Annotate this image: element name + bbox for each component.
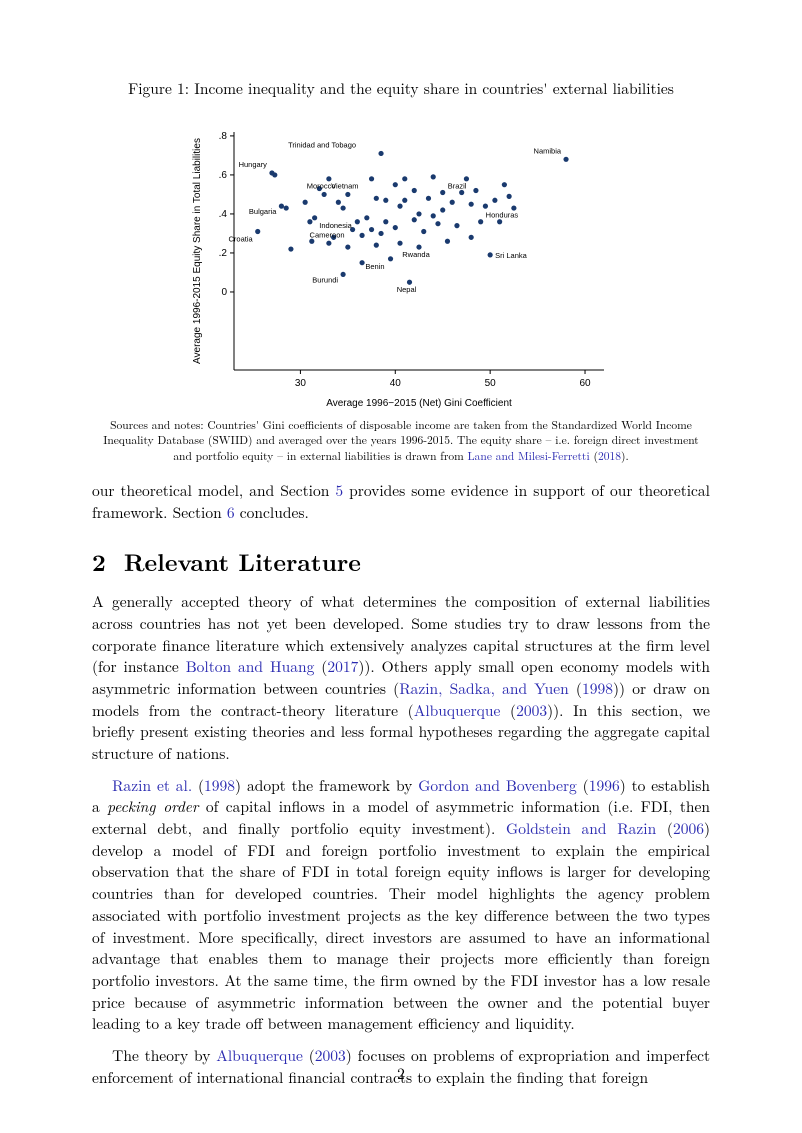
cite-lane-milesi-year[interactable]: 2018: [598, 448, 621, 464]
svg-text:0: 0: [221, 287, 227, 298]
figure-sources-notes: Sources and notes: Countries' Gini coeff…: [100, 418, 702, 465]
cite-bolton-huang[interactable]: Bolton and Huang: [186, 656, 315, 677]
cite-bolton-huang-year[interactable]: 2017: [327, 656, 358, 677]
svg-text:Trinidad and Tobago: Trinidad and Tobago: [288, 140, 356, 149]
cite-razin-sadka-yuen[interactable]: Razin, Sadka, and Yuen: [399, 678, 569, 699]
cite-razin-sadka-yuen-year[interactable]: 1998: [582, 678, 613, 699]
svg-text:40: 40: [390, 378, 402, 389]
lead-paragraph: our theoretical model, and Section 5 pro…: [92, 480, 710, 523]
svg-text:.4: .4: [219, 209, 228, 220]
svg-text:Bulgaria: Bulgaria: [249, 207, 277, 216]
cite-razin-etal[interactable]: Razin et al.: [112, 775, 192, 796]
scatter-svg: 0 .2 .4 .6 .8 30 40 50 60 Average 1996−2015 (Net)…: [186, 122, 616, 412]
svg-text:Croatia: Croatia: [229, 234, 254, 243]
figure-caption: Figure 1: Income inequality and the equi…: [92, 78, 710, 100]
ref-section-5[interactable]: 5: [335, 480, 343, 501]
svg-text:.6: .6: [219, 170, 228, 181]
svg-text:Cameroon: Cameroon: [310, 230, 345, 239]
svg-text:Brazil: Brazil: [448, 181, 467, 190]
paragraph-1: A generally accepted theory of what dete…: [92, 591, 710, 765]
paragraph-2: Razin et al. (1998) adopt the framework …: [92, 775, 710, 1035]
cite-albuquerque-1-year[interactable]: 2003: [516, 700, 547, 721]
svg-text:Nepal: Nepal: [397, 285, 417, 294]
scatter-chart: 0 .2 .4 .6 .8 30 40 50 60 Average 1996−2015 (Net)…: [92, 122, 710, 412]
svg-text:60: 60: [579, 378, 591, 389]
svg-text:Benin: Benin: [365, 261, 384, 270]
cite-goldstein-razin[interactable]: Goldstein and Razin: [506, 818, 656, 839]
svg-text:Burundi: Burundi: [312, 275, 338, 284]
svg-text:Indonesia: Indonesia: [319, 221, 352, 230]
cite-lane-milesi[interactable]: Lane and Milesi-Ferretti: [468, 448, 590, 464]
section-heading: 2 Relevant Literature: [92, 546, 710, 580]
svg-text:Average 1996−2015 (Net) Gini C: Average 1996−2015 (Net) Gini Coefficient: [326, 398, 512, 409]
page-number: 2: [0, 1063, 802, 1085]
cite-gordon-bovenberg-year[interactable]: 1996: [589, 775, 620, 796]
svg-text:50: 50: [485, 378, 497, 389]
svg-text:Sri Lanka: Sri Lanka: [495, 251, 528, 260]
cite-goldstein-razin-year[interactable]: 2006: [673, 818, 704, 839]
ref-section-6[interactable]: 6: [227, 502, 235, 523]
svg-text:Vietnam: Vietnam: [331, 181, 358, 190]
emphasis-pecking-order: pecking order: [107, 796, 198, 817]
svg-text:.2: .2: [219, 248, 228, 259]
svg-text:Honduras: Honduras: [486, 210, 519, 219]
cite-albuquerque-1[interactable]: Albuquerque: [414, 700, 501, 721]
svg-text:.8: .8: [219, 131, 228, 142]
cite-gordon-bovenberg[interactable]: Gordon and Bovenberg: [418, 775, 577, 796]
svg-text:Average 1996-2015 Equity Share: Average 1996-2015 Equity Share in Total …: [192, 138, 203, 364]
section-number: 2: [92, 546, 106, 580]
svg-text:Rwanda: Rwanda: [402, 250, 430, 259]
page: Figure 1: Income inequality and the equi…: [0, 0, 802, 1133]
section-title: Relevant Literature: [124, 545, 361, 579]
svg-text:Hungary: Hungary: [239, 160, 268, 169]
svg-text:30: 30: [295, 378, 307, 389]
svg-text:Namibia: Namibia: [534, 146, 562, 155]
cite-razin-etal-year[interactable]: 1998: [204, 775, 235, 796]
